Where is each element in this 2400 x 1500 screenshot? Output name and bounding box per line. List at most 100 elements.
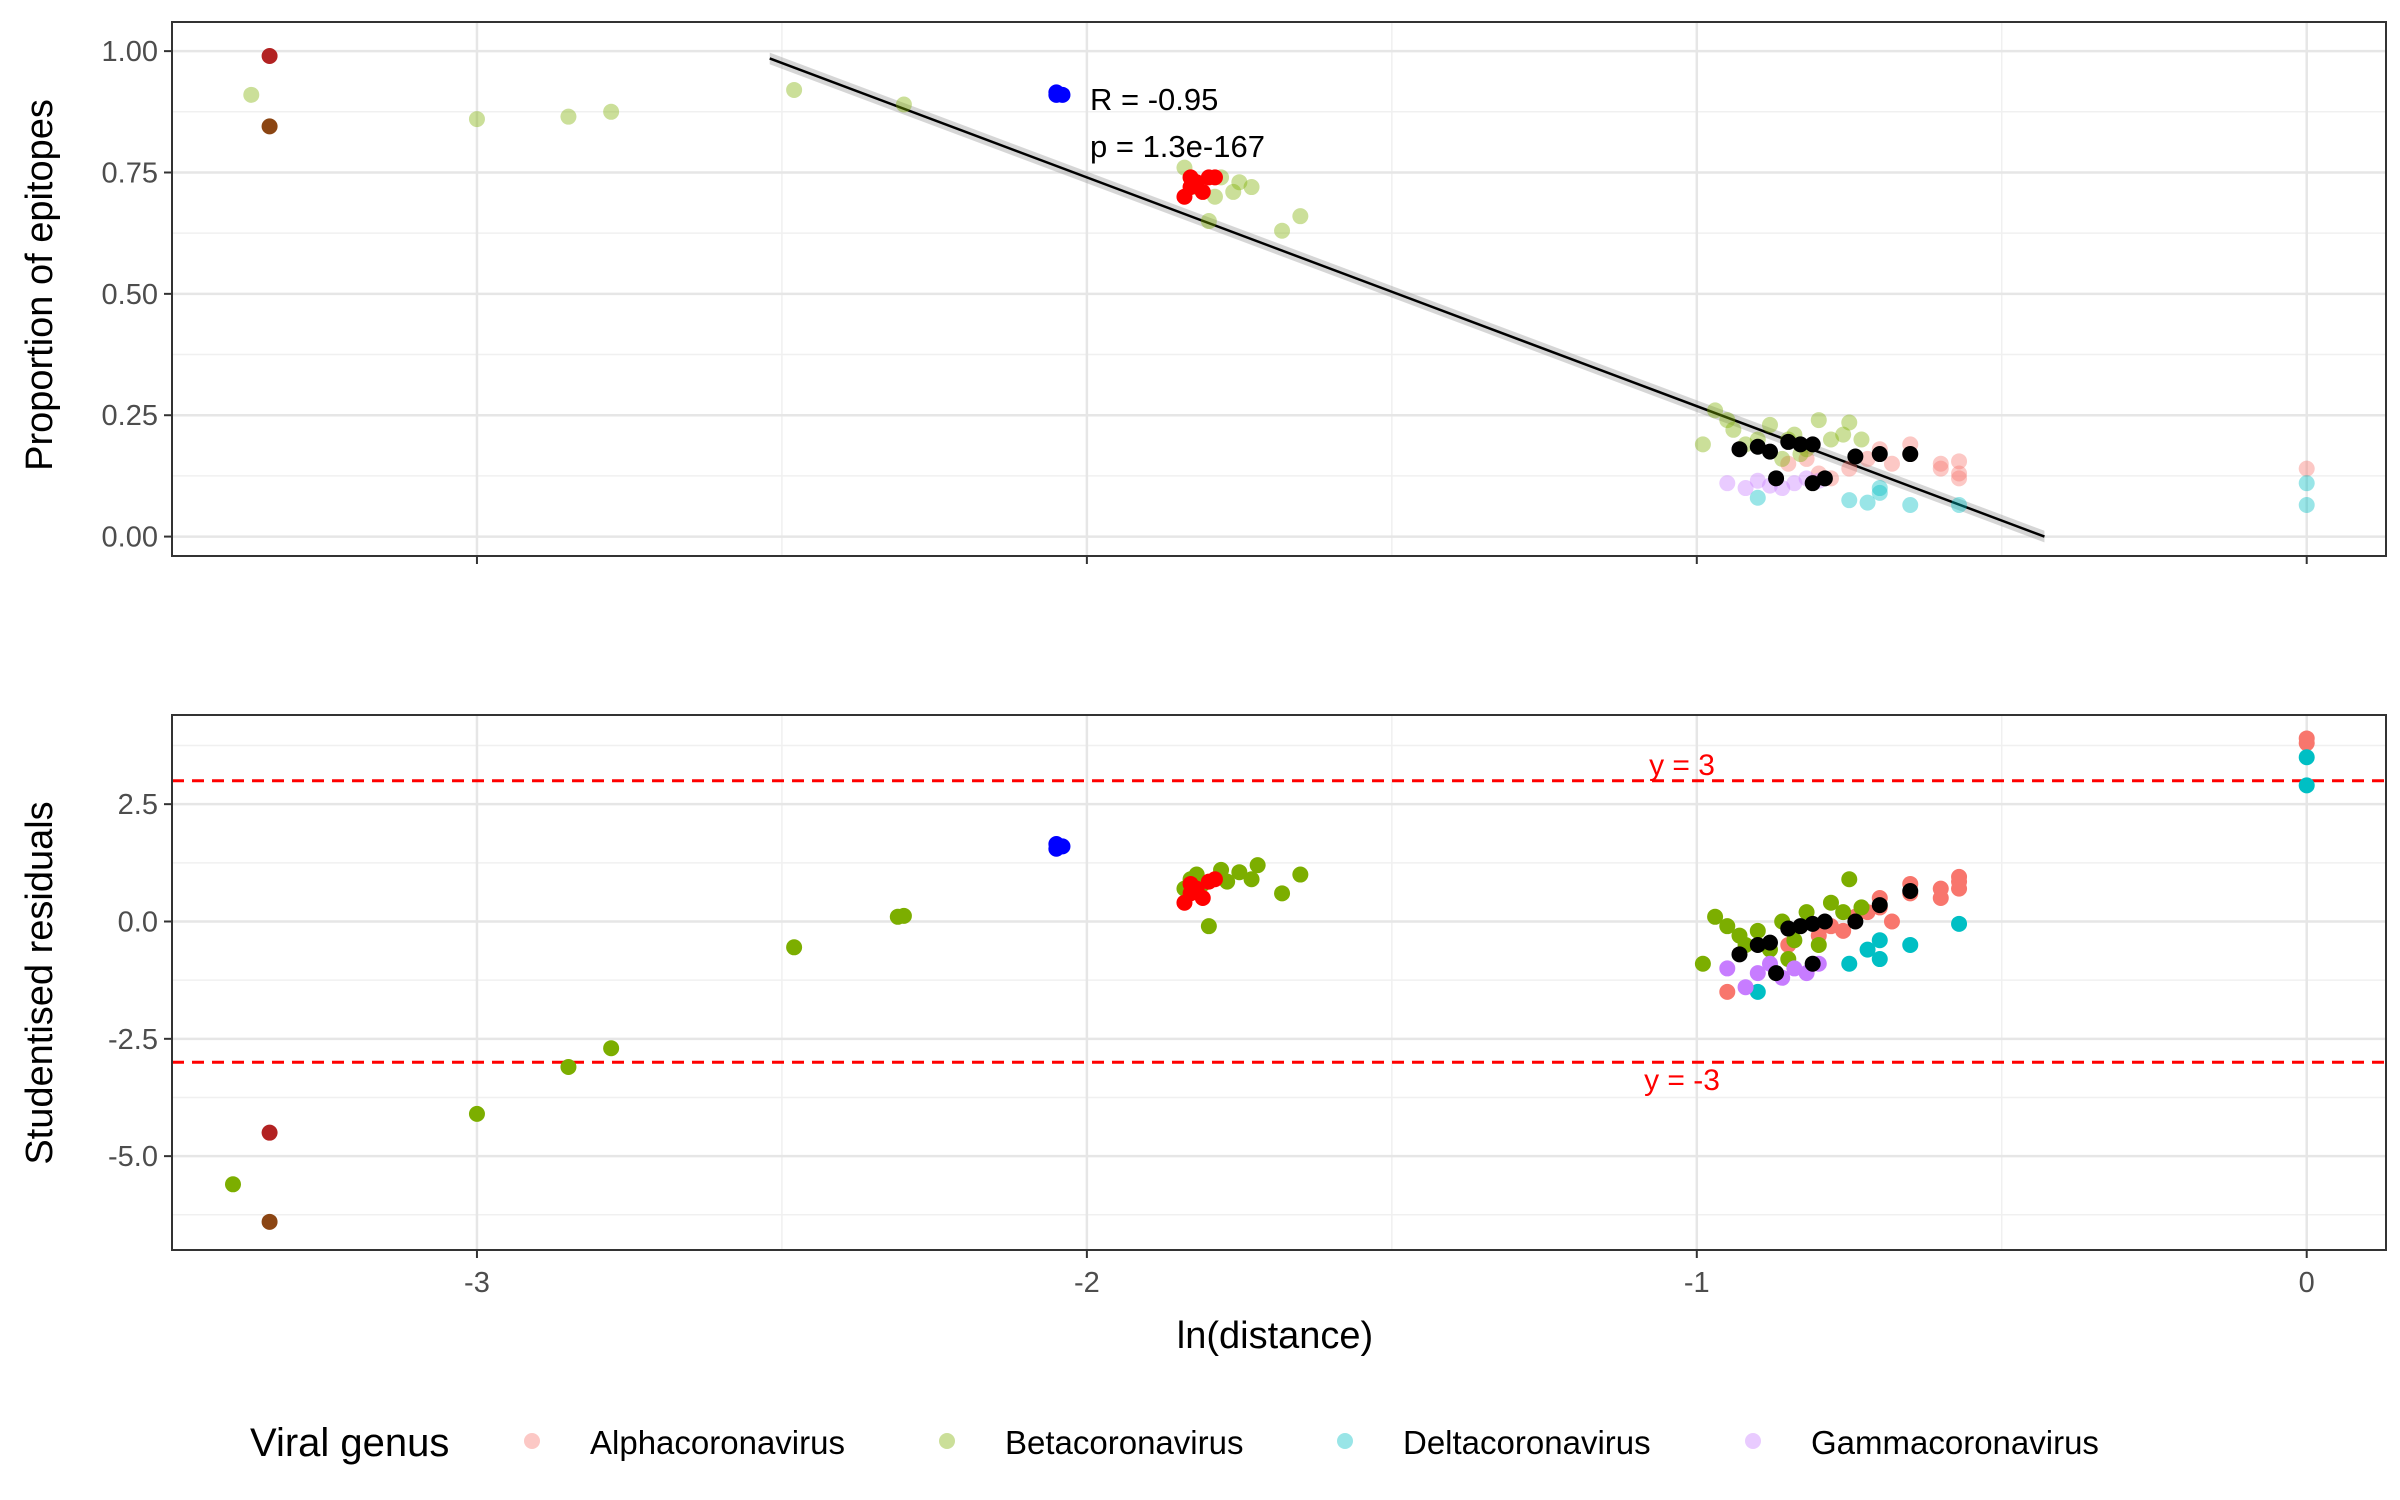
point-alphacoronavirus-top [1951, 453, 1968, 470]
point-betacoronavirus-bottom [1749, 922, 1766, 939]
point-gammacoronavirus-bottom [1786, 960, 1803, 977]
top-panel: 0.00 0.25 0.50 0.75 1.00 [102, 21, 2387, 564]
point-highlight-bottom [1871, 897, 1888, 914]
point-betacoronavirus-top [1231, 174, 1248, 191]
point-alphacoronavirus-top [1951, 470, 1968, 487]
point-betacoronavirus-top [1822, 431, 1839, 448]
y-axis-label-top: Proportion of epitopes [19, 99, 61, 471]
point-betacoronavirus-top [1810, 412, 1827, 429]
point-betacoronavirus-bottom [1694, 955, 1711, 972]
point-deltacoronavirus-top [2298, 475, 2315, 492]
reference-line-label-lower: y = -3 [1644, 1064, 1720, 1097]
y-tick-label-top-1: 1.00 [102, 36, 158, 68]
point-highlight-top [1792, 436, 1809, 453]
point-deltacoronavirus-bottom [2298, 749, 2315, 766]
point-betacoronavirus-bottom [1786, 932, 1803, 949]
y-tick-label-top-0-5: 0.50 [102, 279, 158, 311]
legend-label-alphacoronavirus: Alphacoronavirus [590, 1424, 845, 1461]
point-betacoronavirus-top [1225, 183, 1242, 200]
x-tick-label-bottom--1: -1 [1684, 1267, 1710, 1299]
point-highlight-top [1731, 441, 1748, 458]
point-highlight-top [1768, 470, 1785, 487]
point-highlight-top [1871, 446, 1888, 463]
point-highlight-bottom [1804, 915, 1821, 932]
point-alphacoronavirus-top [1932, 460, 1949, 477]
point-deltacoronavirus-top [1871, 480, 1888, 497]
y-tick-label-top-0: 0.00 [102, 522, 158, 554]
point-betacoronavirus-bottom [1243, 871, 1260, 888]
y-tick-label-bottom--5: -5.0 [108, 1141, 158, 1173]
point-betacoronavirus-bottom [1231, 864, 1248, 881]
point-gammacoronavirus-bottom [1737, 979, 1754, 996]
legend-item-gammacoronavirus: Gammacoronavirus [1745, 1424, 2099, 1461]
point-alphacoronavirus-bottom [1932, 880, 1949, 897]
point-deltacoronavirus-bottom [1749, 983, 1766, 1000]
point-deltacoronavirus-top [1841, 492, 1858, 509]
point-betacoronavirus-bottom [1719, 918, 1736, 935]
plot-background-bottom [172, 715, 2386, 1250]
point-highlight-top [261, 47, 278, 64]
point-betacoronavirus-bottom [1249, 857, 1266, 874]
point-alphacoronavirus-top [1841, 460, 1858, 477]
panel-border-bottom [171, 714, 2387, 1251]
legend-key-betacoronavirus [939, 1433, 955, 1449]
point-betacoronavirus-top [603, 103, 620, 120]
point-highlight-bottom [261, 1124, 278, 1141]
point-betacoronavirus-top [1292, 208, 1309, 225]
point-betacoronavirus-bottom [224, 1176, 241, 1193]
x-tick-label-bottom--3: -3 [464, 1267, 490, 1299]
legend: Viral genus Alphacoronavirus Betacoronav… [250, 1421, 2099, 1465]
point-betacoronavirus-bottom [895, 907, 912, 924]
point-highlight-top [1206, 169, 1223, 186]
point-betacoronavirus-top [786, 81, 803, 98]
point-highlight-bottom [1804, 955, 1821, 972]
point-betacoronavirus-top [1200, 213, 1217, 230]
point-gammacoronavirus-top [1737, 480, 1754, 497]
legend-label-betacoronavirus: Betacoronavirus [1005, 1424, 1243, 1461]
point-gammacoronavirus-bottom [1719, 960, 1736, 977]
point-betacoronavirus-bottom [1219, 873, 1236, 890]
point-highlight-top [1804, 436, 1821, 453]
point-deltacoronavirus-bottom [1841, 955, 1858, 972]
point-highlight-top [1761, 443, 1778, 460]
legend-key-alphacoronavirus [524, 1433, 540, 1449]
y-tick-label-bottom-2-5: 2.5 [118, 789, 158, 821]
point-betacoronavirus-bottom [560, 1058, 577, 1075]
point-betacoronavirus-top [1206, 188, 1223, 205]
point-betacoronavirus-bottom [603, 1040, 620, 1057]
point-betacoronavirus-bottom [1822, 894, 1839, 911]
point-gammacoronavirus-top [1786, 475, 1803, 492]
legend-item-deltacoronavirus: Deltacoronavirus [1337, 1424, 1651, 1461]
x-axis-label: ln(distance) [1177, 1315, 1373, 1357]
point-highlight-top [1749, 438, 1766, 455]
point-alphacoronavirus-top [1932, 455, 1949, 472]
point-highlight-bottom [1054, 838, 1071, 855]
point-highlight-bottom [1792, 918, 1809, 935]
point-alphacoronavirus-bottom [1719, 983, 1736, 1000]
point-alphacoronavirus-bottom [1883, 913, 1900, 930]
point-betacoronavirus-bottom [1200, 918, 1217, 935]
point-alphacoronavirus-top [1883, 455, 1900, 472]
point-highlight-bottom [1731, 946, 1748, 963]
point-alphacoronavirus-top [1951, 465, 1968, 482]
point-betacoronavirus-top [1243, 179, 1260, 196]
point-alphacoronavirus-bottom [1835, 922, 1852, 939]
point-highlight-bottom [1847, 913, 1864, 930]
x-tick-label-bottom--2: -2 [1074, 1267, 1100, 1299]
legend-item-betacoronavirus: Betacoronavirus [939, 1424, 1243, 1461]
point-highlight-bottom [1194, 890, 1211, 907]
point-alphacoronavirus-top [1780, 455, 1797, 472]
point-betacoronavirus-bottom [1810, 936, 1827, 953]
correlation-r-annotation: R = -0.95 [1090, 82, 1218, 117]
point-highlight-top [1847, 448, 1864, 465]
point-deltacoronavirus-top [2298, 497, 2315, 514]
y-tick-label-top-0-75: 0.75 [102, 157, 158, 189]
legend-label-gammacoronavirus: Gammacoronavirus [1811, 1424, 2099, 1461]
point-betacoronavirus-bottom [1707, 908, 1724, 925]
point-deltacoronavirus-bottom [1859, 941, 1876, 958]
point-highlight-top [1902, 446, 1919, 463]
regression-line [769, 57, 2045, 538]
point-alphacoronavirus-top [1798, 450, 1815, 467]
point-betacoronavirus-bottom [786, 939, 803, 956]
point-deltacoronavirus-bottom [1951, 915, 1968, 932]
